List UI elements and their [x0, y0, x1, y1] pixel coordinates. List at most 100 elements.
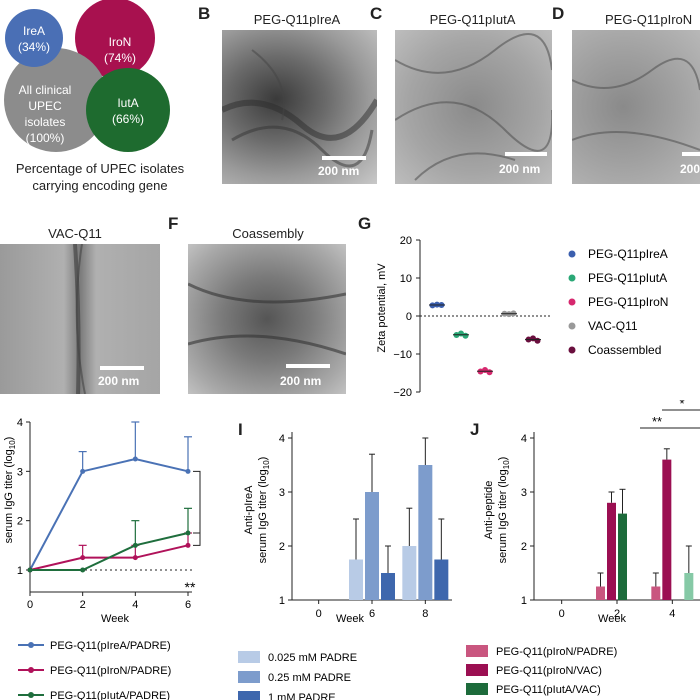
panel-d-letter: D [552, 4, 565, 23]
i-legend-swatch [238, 651, 260, 663]
h-legend: PEG-Q11(pIreA/PADRE) PEG-Q11(pIroN/PADRE)… [18, 640, 171, 700]
i-bars [349, 437, 449, 600]
iuta-pct: (66%) [112, 112, 144, 126]
h-legend-label: PEG-Q11(pIroN/PADRE) [50, 665, 171, 677]
h-data-point [185, 468, 191, 474]
g-tick-label: 20 [400, 235, 412, 247]
bar-chart-j: Anti-peptide serum IgG titer (log10) 1 2 3… [466, 400, 700, 696]
i-bar [381, 573, 395, 600]
iron-pct: (74%) [104, 51, 136, 65]
g-legend-label: PEG-Q11pIroN [588, 295, 668, 309]
j-legend-swatch [466, 645, 488, 657]
circle-all-isolates [4, 48, 108, 152]
j-legend-swatch [466, 683, 488, 695]
irea-label: IreA [23, 24, 45, 38]
j-legend-label: PEG-Q11(pIroN/VAC) [496, 665, 602, 677]
h-xtick-label: 2 [80, 599, 86, 611]
h-legend-label: PEG-Q11(pIutA/PADRE) [50, 690, 170, 700]
i-xtick-label: 8 [422, 608, 428, 620]
micrograph-d: 200 [572, 30, 700, 184]
g-ylabel: Zeta potential, mV [376, 263, 388, 353]
j-sig-1: * [679, 400, 684, 411]
caption-line-2: carrying encoding gene [32, 178, 168, 193]
h-xlabel: Week [101, 613, 129, 625]
scale-bar-b [322, 156, 366, 160]
panel-c-title: PEG-Q11pIutA [429, 12, 516, 27]
i-ytick-label: 1 [279, 595, 285, 607]
h-axes: 1 2 3 4 0 2 4 6 [17, 417, 192, 611]
iuta-label: IutA [117, 96, 138, 110]
j-legend-label: PEG-Q11(pIutA/VAC) [496, 684, 601, 696]
panel-b-letter: B [198, 4, 211, 23]
panel-j-letter: J [470, 420, 480, 439]
i-bar [418, 465, 433, 600]
h-ytick-label: 2 [17, 516, 23, 528]
h-xtick-label: 4 [132, 599, 138, 611]
j-ylabel-2: serum IgG titer (log10) [497, 457, 511, 564]
h-data-point [80, 567, 86, 573]
j-bar [684, 573, 694, 600]
i-xtick-label: 0 [316, 608, 322, 620]
panel-a: IreA (34%) IroN (74%) All clinical UPEC … [0, 0, 200, 195]
j-xtick-label: 4 [669, 608, 675, 620]
h-legend-label: PEG-Q11(pIreA/PADRE) [50, 640, 171, 652]
panel-g-letter: G [358, 214, 372, 233]
caption-line-1: Percentage of UPEC isolates [15, 161, 185, 176]
h-series-line [29, 457, 189, 571]
j-bars [596, 448, 694, 600]
i-ylabel-2: serum IgG titer (log10) [257, 457, 271, 564]
panel-e-title: VAC-Q11 [48, 226, 102, 241]
j-ytick-label: 3 [521, 487, 527, 499]
panel-f-title: Coassembly [232, 226, 304, 241]
i-legend-label: 1 mM PADRE [268, 692, 336, 700]
g-legend-marker [568, 250, 576, 258]
h-series [27, 421, 201, 573]
j-bar [607, 502, 616, 600]
h-sig-bracket-2 [193, 532, 201, 546]
g-legend-label: PEG-Q11pIreA [588, 247, 668, 261]
g-legend-label: Coassembled [588, 343, 661, 357]
scale-label-f: 200 nm [280, 374, 322, 388]
h-legend-marker [28, 692, 34, 698]
h-data-point [185, 542, 191, 548]
fibril-texture-c [395, 33, 552, 181]
h-ytick-label: 1 [17, 565, 23, 577]
g-data-point [462, 332, 469, 339]
g-legend-marker [568, 346, 576, 354]
micrograph-f: 200 nm [188, 244, 346, 394]
h-data-point [132, 456, 138, 462]
j-legend-swatch [466, 664, 488, 676]
h-ytick-label: 4 [17, 417, 23, 429]
irea-pct: (34%) [18, 40, 50, 54]
j-legend: PEG-Q11(pIroN/PADRE) PEG-Q11(pIroN/VAC) PE… [466, 645, 617, 696]
g-data-point [486, 369, 493, 376]
h-data-point [132, 555, 138, 561]
j-ylabel-1: Anti-peptide [483, 481, 495, 540]
j-bar [618, 513, 627, 600]
i-ytick-label: 4 [279, 433, 285, 445]
i-legend-label: 0.025 mM PADRE [268, 652, 357, 664]
i-ylabel-1: Anti-pIreA [243, 485, 255, 535]
g-tick-label: −20 [393, 387, 412, 399]
h-ytick-label: 3 [17, 466, 23, 478]
g-tick-label: −10 [393, 349, 412, 361]
i-bar [365, 492, 379, 600]
scale-label-e: 200 nm [98, 374, 140, 388]
fibril-texture-d [572, 57, 700, 151]
j-bar [596, 586, 605, 600]
j-ytick-label: 4 [521, 433, 527, 445]
h-data-point [80, 468, 86, 474]
j-xlabel: Week [598, 613, 626, 625]
h-sig-bracket-1 [193, 470, 201, 534]
scale-label-d: 200 [680, 162, 700, 176]
h-significance: ** [185, 579, 196, 595]
h-data-point [132, 542, 138, 548]
g-legend-marker [568, 298, 576, 306]
all-label-1: All clinical [19, 83, 72, 97]
g-legend-marker [568, 274, 576, 282]
scale-label-b: 200 nm [318, 164, 360, 178]
i-ytick-label: 3 [279, 487, 285, 499]
i-legend: 0.025 mM PADRE 0.25 mM PADRE 1 mM PADRE [238, 651, 357, 700]
g-data-point [534, 337, 541, 344]
fibril-texture-e [73, 244, 86, 394]
